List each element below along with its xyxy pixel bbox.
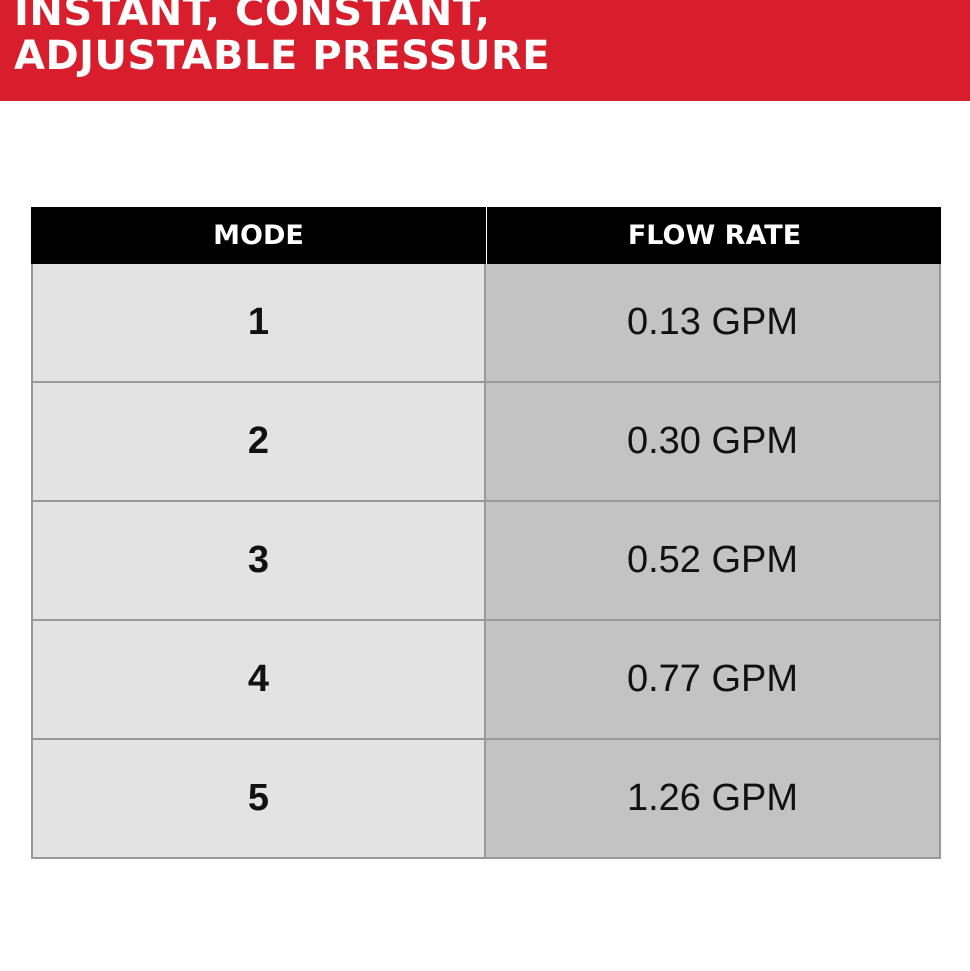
- table-header: MODE FLOW RATE: [31, 207, 941, 264]
- header-mode: MODE: [31, 207, 487, 264]
- table-row: 3 0.52 GPM: [31, 502, 941, 621]
- title-line-2: ADJUSTABLE PRESSURE: [14, 33, 551, 79]
- title-banner: INSTANT, CONSTANT, ADJUSTABLE PRESSURE: [0, 0, 970, 101]
- table-row: 5 1.26 GPM: [31, 740, 941, 859]
- flow-rate-cell: 0.13 GPM: [486, 264, 941, 381]
- mode-cell: 1: [31, 264, 486, 381]
- flow-rate-cell: 0.52 GPM: [486, 502, 941, 619]
- flow-rate-cell: 0.77 GPM: [486, 621, 941, 738]
- header-flow-rate: FLOW RATE: [627, 220, 802, 251]
- flow-rate-table: MODE FLOW RATE 1 0.13 GPM 2 0.30 GPM 3 0.52 G…: [31, 207, 941, 859]
- mode-cell: 5: [31, 740, 486, 857]
- table-row: 1 0.13 GPM: [31, 264, 941, 383]
- mode-cell: 4: [31, 621, 486, 738]
- mode-cell: 3: [31, 502, 486, 619]
- flow-rate-cell: 0.30 GPM: [486, 383, 941, 500]
- title-line-1: INSTANT, CONSTANT,: [14, 0, 491, 35]
- table-row: 2 0.30 GPM: [31, 383, 941, 502]
- flow-rate-cell: 1.26 GPM: [486, 740, 941, 857]
- table-row: 4 0.77 GPM: [31, 621, 941, 740]
- mode-cell: 2: [31, 383, 486, 500]
